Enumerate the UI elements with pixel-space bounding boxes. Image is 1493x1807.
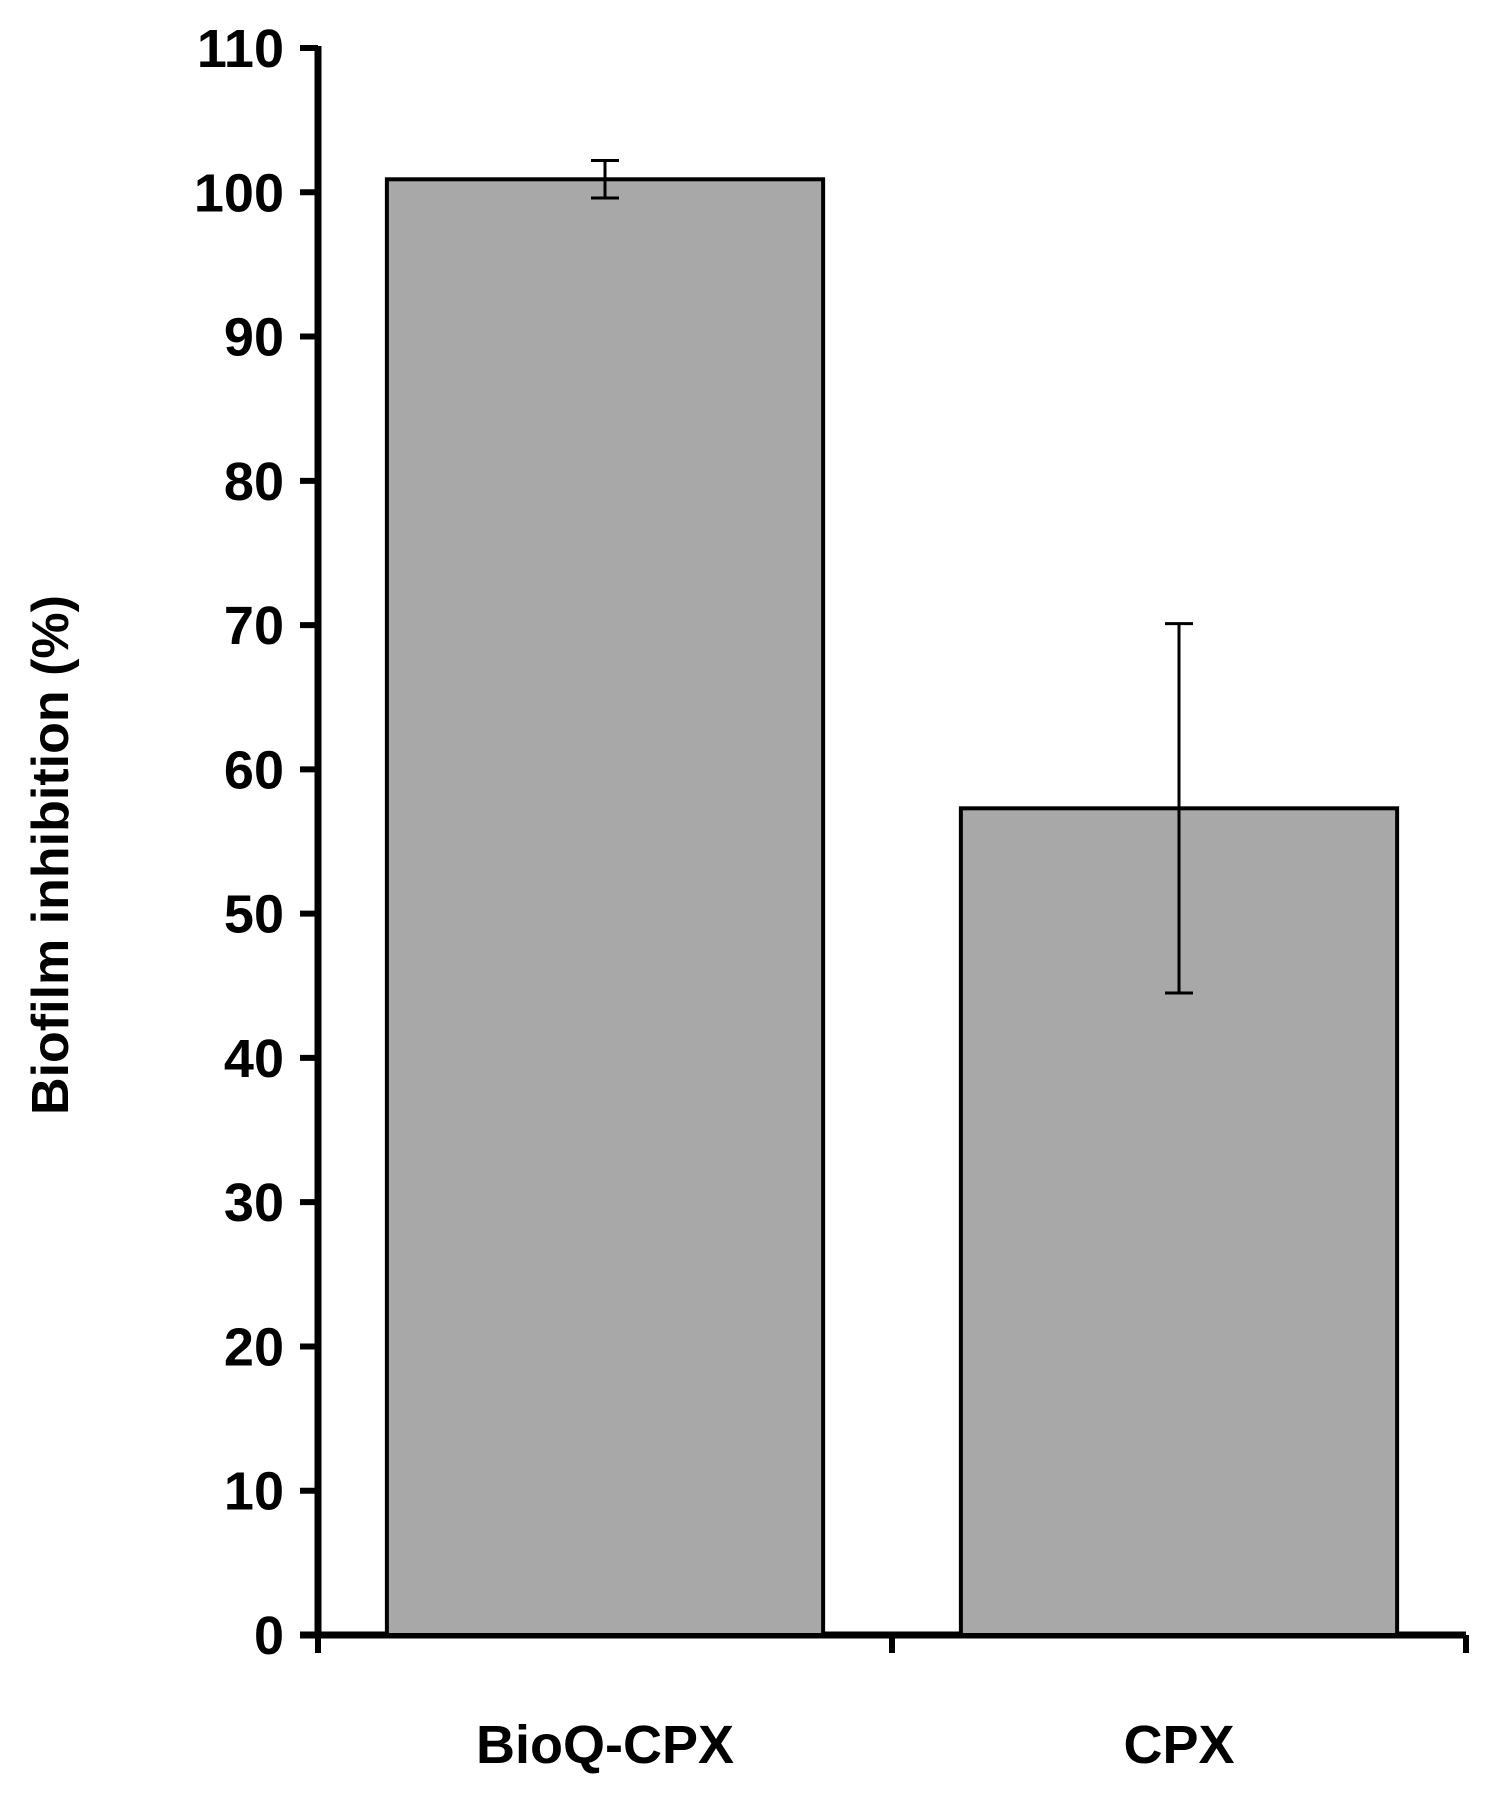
y-tick-label: 100 <box>194 163 284 223</box>
y-tick-label: 80 <box>224 452 284 512</box>
error-bars <box>591 159 1193 995</box>
y-tick-label: 30 <box>224 1173 284 1233</box>
y-tick-label: 0 <box>254 1606 284 1666</box>
y-tick-label: 70 <box>224 596 284 656</box>
y-axis: 0 10 20 30 40 50 60 70 80 90 100 110 <box>194 19 322 1666</box>
y-tick-label: 20 <box>224 1317 284 1377</box>
y-tick-label: 50 <box>224 885 284 945</box>
y-tick-label: 10 <box>224 1462 284 1522</box>
bars <box>384 177 1400 1637</box>
y-tick-label: 110 <box>197 19 284 79</box>
x-category-label: BioQ-CPX <box>476 1715 734 1775</box>
x-axis: BioQ-CPX CPX <box>300 1631 1469 1775</box>
y-tick-label: 40 <box>224 1029 284 1089</box>
y-tick-label: 60 <box>224 740 284 800</box>
x-category-label: CPX <box>1123 1715 1234 1775</box>
y-axis-title: Biofilm inhibition (%) <box>22 595 80 1115</box>
bar-bioq-cpx <box>384 177 826 1637</box>
y-tick-label: 90 <box>224 308 284 368</box>
